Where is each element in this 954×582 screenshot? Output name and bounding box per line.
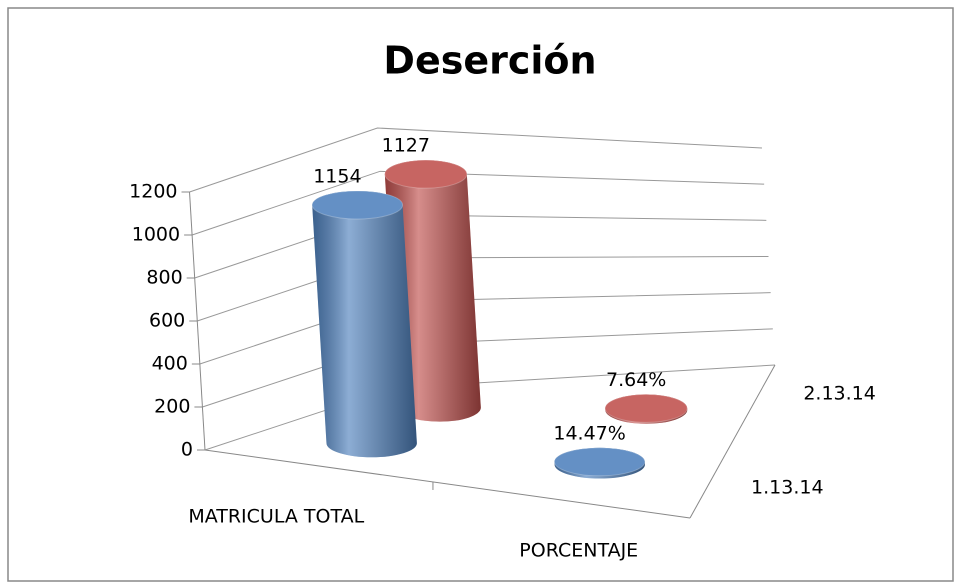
axis-line: [204, 449, 691, 519]
cylinder-top: [311, 190, 404, 220]
data-label: 7.64%: [606, 369, 666, 391]
cylinder-top: [604, 393, 688, 423]
cylinder-shade: [312, 190, 417, 458]
legend-label: 2.13.14: [803, 383, 876, 405]
cylinder-top: [384, 159, 468, 189]
axis-line: [689, 364, 776, 519]
grid-line: [191, 170, 765, 236]
data-label: 14.47%: [553, 422, 625, 444]
y-tick-label: 1200: [129, 181, 177, 203]
cylinder-top-shade: [312, 190, 403, 219]
y-tick-label: 200: [154, 396, 190, 418]
grid-line: [189, 127, 763, 193]
y-tick-label: 600: [149, 310, 185, 332]
y-tick-label: 0: [181, 439, 193, 461]
legend-label: 1.13.14: [751, 477, 824, 499]
frame: [7, 7, 954, 582]
axis-line: [189, 191, 206, 451]
y-tick-label: 400: [152, 353, 188, 375]
x-tick-label: PORCENTAJE: [519, 540, 638, 562]
data-label: 1154: [313, 165, 361, 187]
y-tick-label: 800: [146, 267, 182, 289]
x-tick-label: MATRICULA TOTAL: [188, 506, 364, 528]
cylinder-top: [553, 447, 646, 477]
y-tick-label: 1000: [132, 224, 180, 246]
data-label: 1127: [382, 135, 430, 157]
chart-title: Deserción: [383, 39, 596, 83]
cylinder-top-shade: [384, 160, 467, 189]
cylinder-top-shade: [554, 447, 645, 476]
cylinder-top-shade: [605, 394, 688, 423]
